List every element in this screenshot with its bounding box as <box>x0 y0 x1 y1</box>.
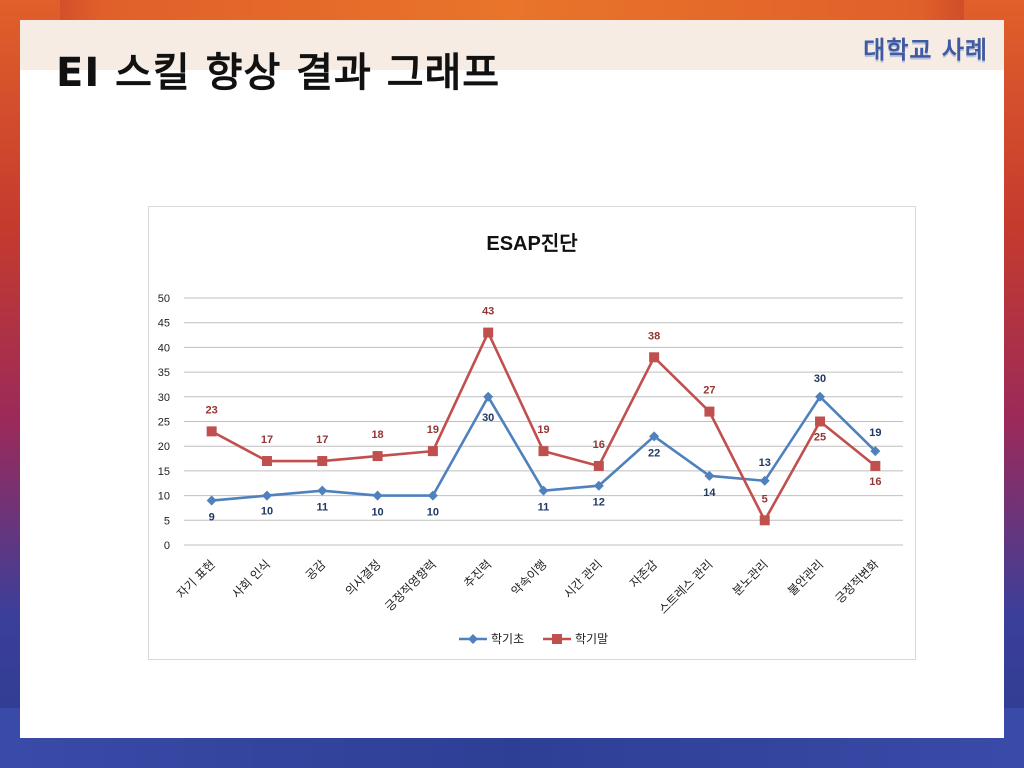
y-tick-label: 25 <box>158 417 170 429</box>
legend-label: 학기말 <box>575 632 608 646</box>
data-point <box>483 391 494 402</box>
data-point <box>704 470 715 481</box>
data-label: 17 <box>316 434 328 446</box>
data-point <box>538 446 549 457</box>
data-label: 38 <box>648 330 660 342</box>
data-point <box>261 456 272 467</box>
chart-container: ESAP진단 0 5 10 15 20 25 30 35 40 45 50 자기 표현 사회 인식 공감 의… <box>148 206 916 660</box>
y-tick-label: 45 <box>158 318 170 330</box>
data-point <box>649 431 660 442</box>
data-point <box>649 352 660 363</box>
data-label: 19 <box>427 424 439 436</box>
data-point <box>815 416 826 427</box>
data-label: 19 <box>869 427 881 439</box>
x-tick-label: 시간 관리 <box>561 557 605 601</box>
data-point <box>870 460 881 471</box>
data-label: 14 <box>703 487 716 499</box>
data-label: 9 <box>209 512 215 524</box>
y-tick-label: 50 <box>158 293 170 305</box>
data-point <box>261 490 272 501</box>
x-tick-label: 공감 <box>303 557 329 583</box>
legend-marker <box>468 634 478 644</box>
x-tick-label: 불안관리 <box>785 557 826 598</box>
data-point <box>704 406 715 417</box>
data-label: 43 <box>482 306 494 318</box>
x-tick-label: 긍정적영향력 <box>382 557 439 614</box>
data-point <box>372 490 383 501</box>
data-label: 16 <box>593 439 605 451</box>
y-tick-label: 20 <box>158 441 170 453</box>
chart-title: ESAP진단 <box>486 232 578 255</box>
y-tick-label: 15 <box>158 466 170 478</box>
x-tick-label: 추진력 <box>461 557 494 590</box>
data-label: 13 <box>759 457 771 469</box>
x-tick-label: 자기 표현 <box>174 557 218 601</box>
data-point <box>538 485 549 496</box>
data-point <box>759 515 770 526</box>
data-label: 18 <box>371 429 383 441</box>
x-tick-label: 사회 인식 <box>229 557 273 601</box>
data-label: 25 <box>814 432 826 444</box>
data-label: 30 <box>814 373 826 385</box>
data-label: 12 <box>593 497 605 509</box>
x-tick-label: 분노관리 <box>730 557 771 598</box>
y-tick-label: 0 <box>164 540 170 552</box>
y-tick-label: 5 <box>164 515 170 527</box>
data-point <box>593 480 604 491</box>
x-tick-label: 긍정적변화 <box>833 557 882 606</box>
data-label: 30 <box>482 412 494 424</box>
data-label: 27 <box>703 385 715 397</box>
data-label: 22 <box>648 447 660 459</box>
x-tick-label: 약속이행 <box>508 557 550 599</box>
data-label: 11 <box>316 502 328 514</box>
title-band <box>20 20 1004 70</box>
x-tick-label: 스트레스 관리 <box>656 557 715 616</box>
data-point <box>593 460 604 471</box>
brand-label: 대학교 사례 <box>863 36 988 64</box>
slide: EI 스킬 향상 결과 그래프 대학교 사례 ESAP진단 0 5 10 15 20 25… <box>20 20 1004 738</box>
data-point <box>372 451 383 462</box>
data-point <box>317 485 328 496</box>
data-point <box>206 495 217 506</box>
data-label: 10 <box>261 506 273 518</box>
data-point <box>427 490 438 501</box>
y-tick-label: 10 <box>158 491 170 503</box>
legend-label: 학기초 <box>491 632 524 646</box>
data-point <box>870 446 881 457</box>
x-tick-label: 의사결정 <box>343 557 384 598</box>
data-label: 19 <box>537 424 549 436</box>
data-label: 5 <box>762 493 768 505</box>
data-point <box>317 456 328 467</box>
data-label: 10 <box>427 507 439 519</box>
data-point <box>427 446 438 457</box>
data-label: 16 <box>869 476 881 488</box>
data-point <box>759 475 770 486</box>
data-label: 17 <box>261 434 273 446</box>
data-point <box>815 391 826 402</box>
slide-title: EI 스킬 향상 결과 그래프 <box>56 50 501 96</box>
data-label: 23 <box>206 404 218 416</box>
y-tick-label: 30 <box>158 392 170 404</box>
data-label: 11 <box>538 502 550 514</box>
data-label: 10 <box>371 507 383 519</box>
data-point <box>483 327 494 338</box>
x-tick-label: 자존감 <box>627 557 660 590</box>
line-chart: ESAP진단 0 5 10 15 20 25 30 35 40 45 50 자기 표현 사회 인식 공감 의… <box>158 232 903 646</box>
y-tick-label: 35 <box>158 367 170 379</box>
legend-marker <box>552 634 562 644</box>
y-tick-label: 40 <box>158 342 170 354</box>
data-point <box>206 426 217 437</box>
